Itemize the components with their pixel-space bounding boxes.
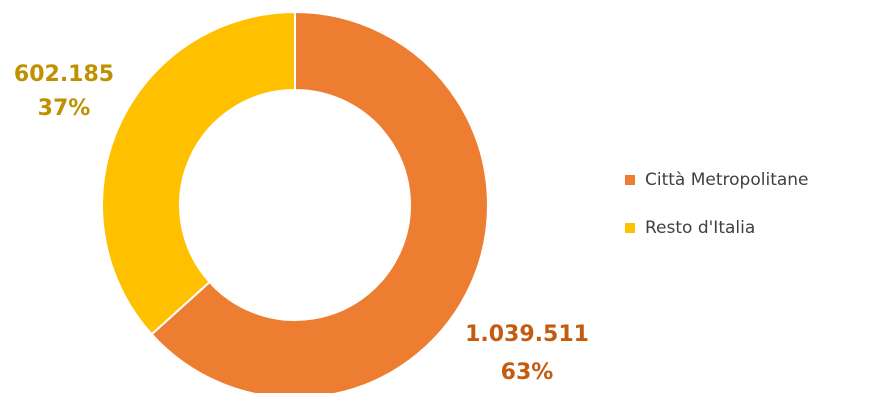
- data-label-percent-0: 63%: [501, 360, 554, 385]
- legend-item-resto-italia: Resto d'Italia: [625, 216, 809, 240]
- legend-swatch-citta-metropolitane: [625, 175, 635, 185]
- donut-slice-1: [101, 10, 296, 336]
- donut-slice-0: [150, 10, 489, 393]
- chart-legend: Città Metropolitane Resto d'Italia: [625, 168, 809, 264]
- legend-swatch-resto-italia: [625, 223, 635, 233]
- legend-item-citta-metropolitane: Città Metropolitane: [625, 168, 809, 192]
- data-label-percent-1: 37%: [38, 96, 91, 121]
- data-label-value-0: 1.039.511: [465, 322, 589, 347]
- data-label-value-1: 602.185: [14, 62, 114, 87]
- legend-label-resto-italia: Resto d'Italia: [645, 218, 756, 238]
- legend-label-citta-metropolitane: Città Metropolitane: [645, 170, 809, 190]
